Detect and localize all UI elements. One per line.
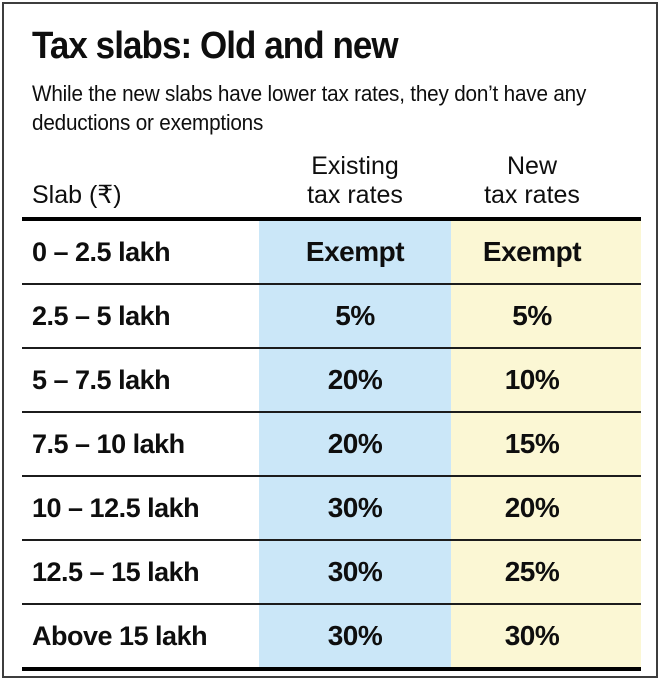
table-row: 12.5 – 15 lakh 30% 25%	[22, 541, 641, 606]
existing-rate-cell: Exempt	[259, 221, 451, 284]
table-row: 0 – 2.5 lakh Exempt Exempt	[22, 221, 641, 286]
existing-rate-cell: 20%	[259, 349, 451, 412]
column-header-new-rates: New tax rates	[484, 152, 580, 210]
new-rate-cell: 5%	[451, 285, 641, 348]
subtitle: While the new slabs have lower tax rates…	[32, 81, 587, 136]
page-title: Tax slabs: Old and new	[32, 25, 399, 67]
table-header-row: Slab (₹) Existing tax rates New tax rate…	[22, 137, 641, 222]
slab-label: 12.5 – 15 lakh	[32, 556, 200, 587]
table-row: 5 – 7.5 lakh 20% 10%	[22, 349, 641, 414]
table-row: Above 15 lakh 30% 30%	[22, 605, 641, 672]
existing-rate-cell: 20%	[259, 413, 451, 476]
column-header-existing-rates: Existing tax rates	[307, 152, 403, 210]
table-row: 7.5 – 10 lakh 20% 15%	[22, 413, 641, 478]
new-rate-cell: 25%	[451, 541, 641, 604]
slab-label: 10 – 12.5 lakh	[32, 492, 200, 523]
table-row: 2.5 – 5 lakh 5% 5%	[22, 285, 641, 350]
new-rate-cell: Exempt	[451, 221, 641, 284]
new-rate-cell: 30%	[451, 605, 641, 668]
new-rate-cell: 20%	[451, 477, 641, 540]
new-rate-cell: 10%	[451, 349, 641, 412]
existing-rate-cell: 5%	[259, 285, 451, 348]
table-row: 10 – 12.5 lakh 30% 20%	[22, 477, 641, 542]
column-header-slab: Slab (₹)	[32, 181, 122, 210]
existing-rate-cell: 30%	[259, 477, 451, 540]
tax-slabs-table: Slab (₹) Existing tax rates New tax rate…	[22, 137, 641, 672]
slab-label: 2.5 – 5 lakh	[32, 300, 171, 331]
existing-rate-cell: 30%	[259, 541, 451, 604]
slab-label: 0 – 2.5 lakh	[32, 236, 171, 267]
existing-rate-cell: 30%	[259, 605, 451, 668]
slab-label: Above 15 lakh	[32, 620, 208, 651]
slab-label: 5 – 7.5 lakh	[32, 364, 171, 395]
new-rate-cell: 15%	[451, 413, 641, 476]
slab-label: 7.5 – 10 lakh	[32, 428, 185, 459]
